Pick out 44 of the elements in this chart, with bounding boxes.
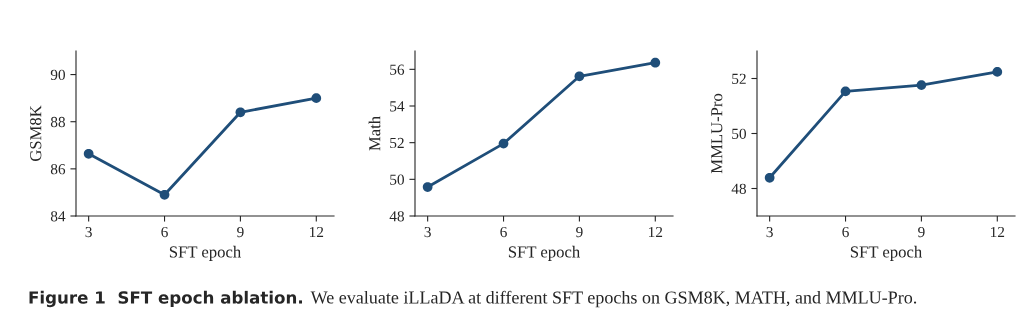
y-tick-label: 56: [390, 64, 405, 75]
x-tick-label: 12: [991, 226, 1005, 238]
y-tick-label: 88: [50, 116, 65, 128]
point: [650, 57, 661, 68]
point: [83, 148, 94, 159]
y-tick-label: 50: [732, 128, 746, 139]
y-axis-title: MMLU-Pro: [711, 93, 723, 174]
x-axis-title: SFT epoch: [508, 245, 580, 261]
y-tick-label: 48: [389, 211, 404, 222]
point: [311, 93, 322, 103]
x-tick-label: 3: [85, 226, 92, 238]
caption: Figure 1 SFT epoch ablation.: [29, 290, 302, 308]
point: [235, 107, 246, 118]
x-axis-title: SFT epoch: [850, 245, 922, 261]
y-tick-label: 84: [50, 211, 66, 222]
x-tick-label: 6: [500, 226, 507, 238]
x-axis-title: SFT epoch: [169, 245, 241, 261]
point: [574, 71, 585, 82]
y-tick-label: 54: [390, 101, 405, 112]
y-axis-title: Math: [368, 116, 381, 151]
x-tick-label: 6: [842, 226, 849, 238]
point: [498, 138, 509, 149]
x-tick-label: 9: [918, 226, 925, 238]
y-tick-label: 48: [731, 183, 746, 194]
point: [422, 182, 433, 192]
point: [159, 189, 170, 200]
point: [992, 67, 1003, 77]
x-tick-label: 12: [310, 226, 324, 238]
y-tick-label: 86: [50, 164, 66, 175]
point: [916, 80, 927, 90]
x-tick-label: 12: [649, 226, 663, 238]
x-tick-label: 3: [424, 226, 431, 238]
x-tick-label: 6: [161, 226, 168, 238]
text: We evaluate iLLaDA at different SFT epochs on GSM8K, MATH, and MMLU-Pro.: [310, 290, 917, 308]
y-tick-label: 50: [390, 174, 404, 185]
y-tick-label: 90: [50, 69, 65, 81]
point: [764, 172, 775, 183]
x-tick-label: 9: [237, 226, 244, 238]
y-tick-label: 52: [390, 137, 404, 149]
y-axis-title: GSM8K: [30, 105, 42, 162]
point: [840, 86, 851, 97]
x-tick-label: 3: [766, 226, 773, 238]
x-tick-label: 9: [576, 226, 583, 238]
y-tick-label: 52: [732, 73, 746, 84]
